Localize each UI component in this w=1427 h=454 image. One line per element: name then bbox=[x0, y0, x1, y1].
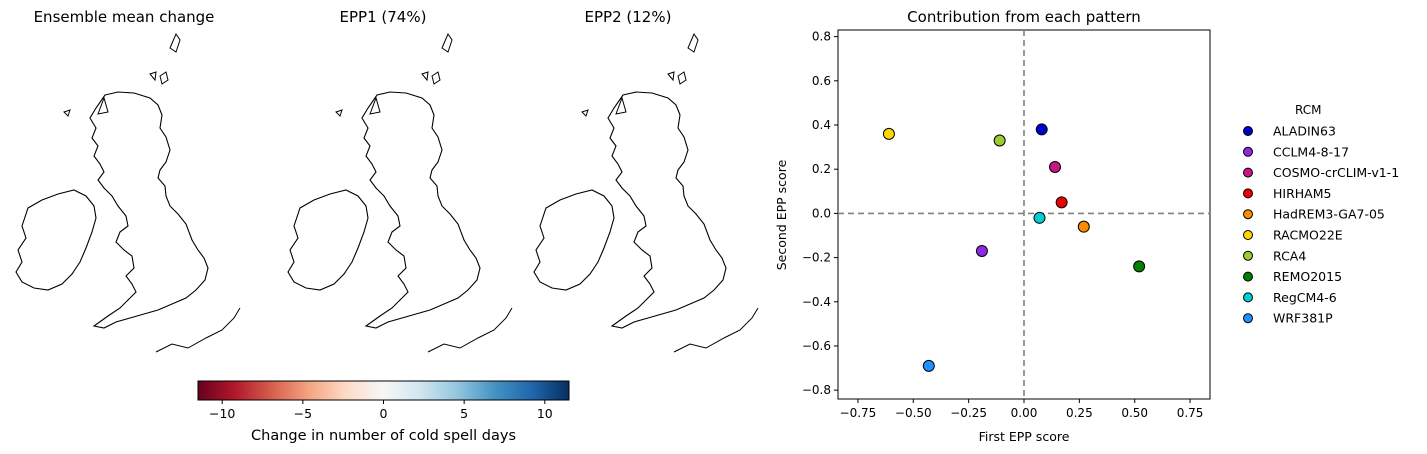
x-tick-label: −0.50 bbox=[895, 406, 932, 420]
colorbar-ticks: −10 −5 0 5 10 bbox=[209, 400, 553, 421]
y-axis-ticks: −0.8 −0.6 −0.4 −0.2 0.0 0.2 0.4 0.6 0.8 bbox=[802, 30, 838, 397]
x-tick-label: 0.00 bbox=[1011, 406, 1038, 420]
y-axis-label: Second EPP score bbox=[774, 159, 789, 270]
coastline bbox=[287, 91, 481, 329]
islands bbox=[335, 32, 453, 117]
continental-coast bbox=[427, 307, 513, 353]
legend-entry-label: WRF381P bbox=[1273, 311, 1333, 326]
islands bbox=[581, 32, 699, 117]
coastline bbox=[15, 91, 209, 329]
legend-marker bbox=[1243, 230, 1253, 240]
legend-marker bbox=[1243, 250, 1253, 261]
uk-map-3 bbox=[533, 32, 759, 353]
map-fill bbox=[288, 92, 480, 328]
y-tick-label: −0.8 bbox=[802, 383, 831, 397]
point-cclm4-8-17 bbox=[975, 244, 988, 257]
point-wrf381p bbox=[922, 359, 935, 372]
legend-entry-label: REMO2015 bbox=[1273, 269, 1342, 284]
legend-marker bbox=[1243, 126, 1253, 136]
scatter-points bbox=[882, 123, 1146, 372]
point-hirham5 bbox=[1055, 196, 1068, 209]
point-hadrem3-ga7-05 bbox=[1077, 220, 1090, 233]
x-tick-label: 0.75 bbox=[1177, 406, 1204, 420]
uk-map-2 bbox=[287, 32, 513, 353]
legend-marker bbox=[1243, 209, 1253, 220]
map-title-epp2: EPP2 (12%) bbox=[584, 8, 672, 26]
legend-entry-label: HIRHAM5 bbox=[1273, 186, 1331, 201]
scatter-title: Contribution from each pattern bbox=[907, 8, 1141, 26]
map-title-epp1: EPP1 (74%) bbox=[339, 8, 427, 26]
colorbar-tick-label: 10 bbox=[537, 406, 553, 421]
legend-marker bbox=[1243, 292, 1253, 303]
legend-title: RCM bbox=[1295, 103, 1322, 117]
x-tick-label: −0.25 bbox=[950, 406, 987, 420]
legend-marker bbox=[1243, 167, 1253, 178]
y-tick-label: 0.4 bbox=[812, 118, 831, 132]
legend-entry-label: ALADIN63 bbox=[1273, 124, 1336, 139]
coastline bbox=[533, 91, 727, 329]
legend: ALADIN63 CCLM4-8-17 COSMO-crCLIM-v1-1 HIRHA… bbox=[1243, 124, 1399, 326]
legend-marker bbox=[1243, 146, 1253, 157]
colorbar-tick-label: −10 bbox=[209, 406, 235, 421]
legend-entry-label: COSMO-crCLIM-v1-1 bbox=[1273, 165, 1399, 180]
y-tick-label: −0.4 bbox=[802, 295, 831, 309]
continental-coast bbox=[155, 307, 241, 353]
point-aladin63 bbox=[1035, 123, 1048, 136]
legend-entry-label: RACMO22E bbox=[1273, 228, 1343, 243]
x-axis-ticks: −0.75 −0.50 −0.25 0.00 0.25 0.50 0.75 bbox=[840, 399, 1204, 420]
y-tick-label: −0.2 bbox=[802, 251, 831, 265]
maps-layer bbox=[15, 32, 759, 353]
colorbar-label: Change in number of cold spell days bbox=[251, 428, 516, 444]
legend-marker bbox=[1243, 271, 1253, 282]
y-tick-label: 0.0 bbox=[812, 206, 831, 220]
x-tick-label: 0.50 bbox=[1121, 406, 1148, 420]
colorbar: −10 −5 0 5 10 bbox=[197, 380, 570, 421]
legend-marker bbox=[1243, 188, 1253, 199]
legend-entry-label: CCLM4-8-17 bbox=[1273, 144, 1349, 159]
scatter-plot: Contribution from each pattern −0.75 −0.5… bbox=[774, 8, 1211, 444]
colorbar-tick-label: 0 bbox=[380, 406, 388, 421]
x-tick-label: 0.25 bbox=[1066, 406, 1093, 420]
y-tick-label: 0.6 bbox=[812, 74, 831, 88]
islands bbox=[63, 32, 181, 117]
point-remo2015 bbox=[1133, 260, 1146, 273]
reference-lines bbox=[838, 30, 1210, 399]
legend-entry-label: RegCM4-6 bbox=[1273, 290, 1337, 305]
uk-map-1 bbox=[15, 32, 241, 353]
point-cosmo-crclim-v1-1 bbox=[1049, 160, 1061, 173]
colorbar-gradient bbox=[197, 380, 570, 401]
legend-entry-label: HadREM3-GA7-05 bbox=[1273, 207, 1385, 222]
x-tick-label: −0.75 bbox=[840, 406, 877, 420]
y-tick-label: 0.8 bbox=[812, 30, 831, 44]
continental-coast bbox=[673, 307, 759, 353]
map-title-ensemble: Ensemble mean change bbox=[33, 8, 215, 26]
colorbar-tick-label: 5 bbox=[460, 406, 468, 421]
map-fill bbox=[534, 92, 726, 328]
x-axis-label: First EPP score bbox=[979, 429, 1070, 444]
point-rca4 bbox=[993, 134, 1006, 147]
legend-marker bbox=[1243, 313, 1253, 324]
point-regcm4-6 bbox=[1033, 211, 1046, 224]
point-racmo22e bbox=[882, 127, 895, 140]
colorbar-tick-label: −5 bbox=[294, 406, 312, 421]
y-tick-label: 0.2 bbox=[812, 162, 831, 176]
map-fill bbox=[16, 92, 208, 328]
y-tick-label: −0.6 bbox=[802, 339, 831, 353]
legend-entry-label: RCA4 bbox=[1273, 248, 1306, 263]
